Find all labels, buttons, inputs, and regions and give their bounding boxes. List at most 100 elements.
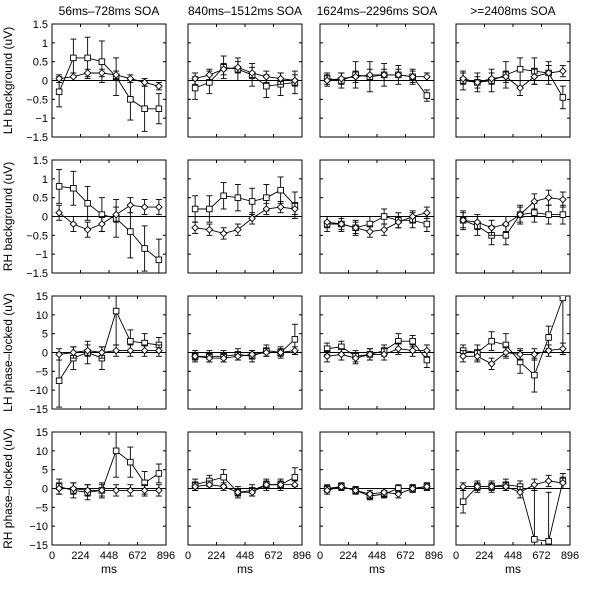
y-tick-label: 1 <box>42 38 48 50</box>
panel <box>187 159 303 274</box>
x-tick-label: 672 <box>264 550 282 562</box>
diamond-marker <box>191 74 199 83</box>
square-marker <box>409 337 416 345</box>
series-diamond <box>191 61 299 87</box>
diamond-marker <box>380 350 388 359</box>
square-marker <box>70 54 77 62</box>
y-tick-label: 5 <box>42 329 48 341</box>
x-tick-label: 896 <box>157 550 175 562</box>
panel <box>319 295 435 410</box>
y-tick-label: −0.5 <box>26 94 48 106</box>
square-marker <box>191 84 199 92</box>
diamond-marker <box>487 223 496 232</box>
diamond-marker <box>234 352 242 361</box>
y-tick-label: 1.5 <box>33 155 48 167</box>
diamond-marker <box>205 71 214 79</box>
square-marker <box>70 184 77 192</box>
diamond-marker <box>191 482 199 491</box>
square-marker <box>423 92 431 99</box>
diamond-marker <box>112 71 120 79</box>
y-tick-label: −1.5 <box>26 268 48 280</box>
diamond-marker <box>530 480 539 489</box>
square-marker <box>545 334 552 341</box>
panel <box>187 23 303 138</box>
diamond-marker <box>191 352 199 361</box>
diamond-marker <box>366 71 374 79</box>
row-label: LH phase–locked (uV) <box>1 293 15 412</box>
series-diamond <box>55 344 163 361</box>
diamond-marker <box>55 74 63 83</box>
square-marker <box>423 356 431 364</box>
diamond-marker <box>291 205 299 213</box>
diamond-marker <box>516 210 524 219</box>
x-tick-label: 0 <box>185 550 191 562</box>
x-tick-label: 896 <box>293 550 311 562</box>
diamond-marker <box>544 69 553 77</box>
diamond-marker <box>83 69 92 77</box>
y-tick-label: 0 <box>42 484 48 496</box>
panel: 1.5 1 0.5 0 −0.5 −1 −1.5 <box>26 19 167 144</box>
diamond-marker <box>487 359 496 368</box>
diamond-marker <box>502 220 510 228</box>
diamond-marker <box>502 482 510 491</box>
square-marker <box>248 198 256 205</box>
square-marker <box>263 194 270 201</box>
series-diamond <box>55 482 163 497</box>
series-diamond <box>191 346 299 363</box>
diamond-marker <box>380 225 388 234</box>
square-marker <box>559 94 567 101</box>
diamond-marker <box>530 72 539 81</box>
diamond-marker <box>205 225 214 234</box>
row-label: LH background (uV) <box>1 27 15 134</box>
diamond-marker <box>126 201 135 210</box>
diamond-marker <box>155 82 163 90</box>
panel <box>319 23 435 138</box>
panel <box>187 295 303 410</box>
panel <box>455 159 571 274</box>
diamond-marker <box>408 72 417 81</box>
panel: 0 224 448 672 896 ms <box>453 431 579 576</box>
diamond-marker <box>98 220 106 228</box>
diamond-marker <box>394 490 403 498</box>
diamond-marker <box>291 480 299 489</box>
column-title: 56ms–728ms SOA <box>59 4 160 18</box>
diamond-marker <box>291 346 299 355</box>
diamond-marker <box>140 203 149 211</box>
panel: 0 224 448 672 896 ms <box>317 431 443 576</box>
diamond-marker <box>112 346 120 355</box>
y-tick-label: 10 <box>36 310 48 322</box>
x-tick-label: 672 <box>128 550 146 562</box>
y-tick-label: 1 <box>42 174 48 186</box>
square-marker <box>98 58 106 65</box>
diamond-marker <box>423 72 431 81</box>
diamond-marker <box>55 350 63 359</box>
diamond-marker <box>394 71 403 79</box>
square-marker <box>545 211 552 218</box>
square-marker <box>84 200 91 207</box>
y-tick-label: −10 <box>29 385 48 397</box>
diamond-marker <box>219 65 228 74</box>
y-tick-label: −0.5 <box>26 230 48 242</box>
diamond-marker <box>487 482 496 491</box>
square-marker <box>127 228 134 235</box>
diamond-marker <box>394 218 403 226</box>
series-diamond <box>323 482 431 499</box>
diamond-marker <box>459 482 467 491</box>
diamond-marker <box>69 72 78 81</box>
square-marker <box>234 194 242 201</box>
y-tick-label: −1 <box>35 113 48 125</box>
diamond-marker <box>516 350 524 359</box>
diamond-marker <box>408 346 417 355</box>
diamond-marker <box>276 203 285 211</box>
square-marker <box>155 470 163 477</box>
y-tick-label: −1 <box>35 249 48 261</box>
y-tick-label: 1.5 <box>33 19 48 31</box>
diamond-marker <box>276 480 285 489</box>
x-axis-label: ms <box>237 562 253 576</box>
panel <box>319 159 435 274</box>
diamond-marker <box>408 484 417 493</box>
diamond-marker <box>351 486 360 495</box>
x-tick-label: 448 <box>100 550 118 562</box>
y-tick-label: 10 <box>36 446 48 458</box>
